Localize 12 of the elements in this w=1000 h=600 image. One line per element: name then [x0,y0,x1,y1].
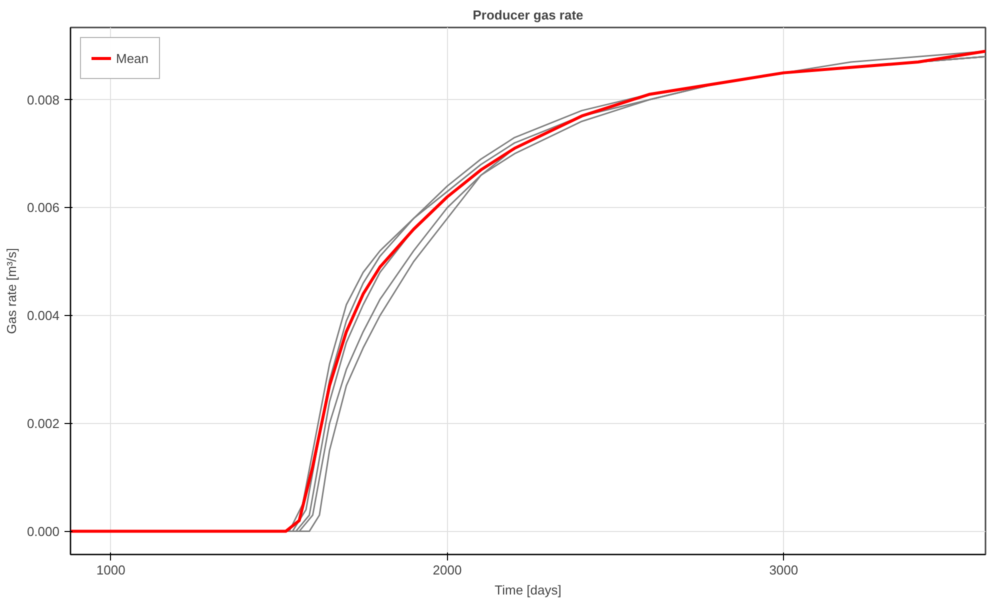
y-tick-label: 0.004 [26,308,60,324]
x-axis-title: Time [days] [494,582,562,598]
y-tick-label: 0.002 [26,416,60,431]
x-tick-label: 1000 [96,562,126,578]
y-tick-label: 0.008 [26,92,60,108]
y-tick-label: 0.006 [26,200,60,216]
y-tick-label: 0.000 [26,524,60,539]
y-axis-title: Gas rate [m³/s] [4,248,19,334]
legend-label: Mean [116,50,149,66]
chart-title: Producer gas rate [472,8,584,22]
x-tick-label: 3000 [769,562,798,578]
x-tick-label: 2000 [432,562,462,578]
